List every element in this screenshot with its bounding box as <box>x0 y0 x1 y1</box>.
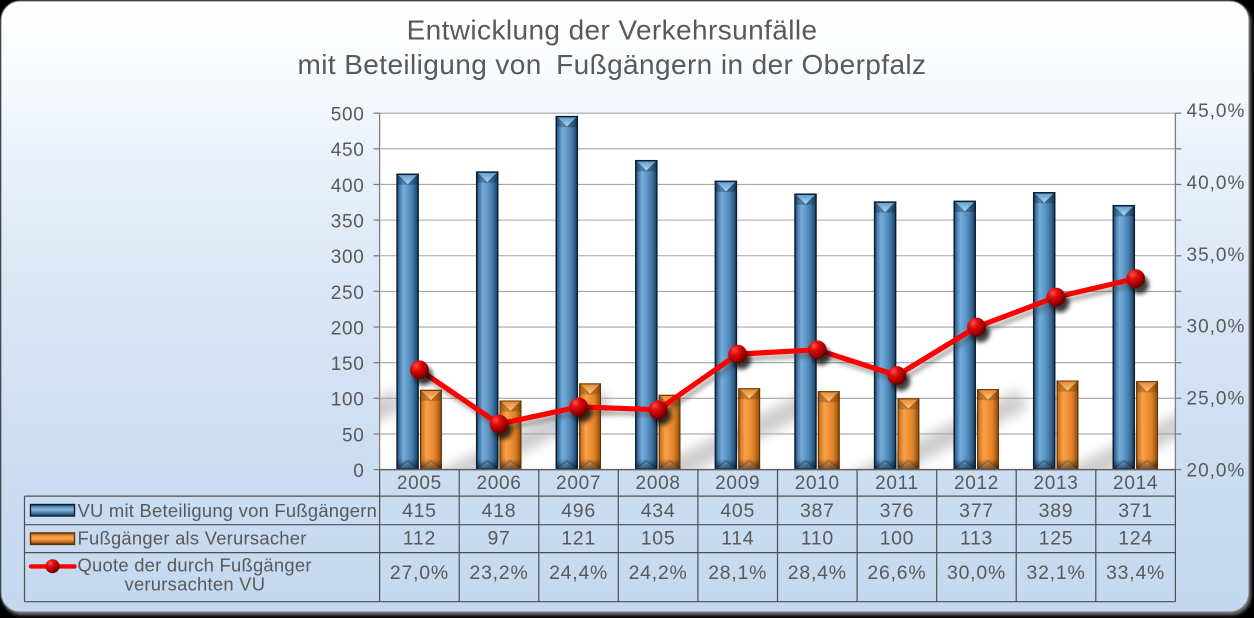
svg-text:377: 377 <box>959 500 994 522</box>
svg-text:20,0%: 20,0% <box>1187 461 1246 482</box>
svg-text:Fußgänger als Verursacher: Fußgänger als Verursacher <box>78 528 307 549</box>
svg-text:496: 496 <box>561 500 596 522</box>
svg-text:40,0%: 40,0% <box>1187 173 1246 194</box>
svg-text:24,2%: 24,2% <box>629 562 688 584</box>
svg-text:105: 105 <box>641 527 676 549</box>
svg-text:Entwicklung der Verkehrsunfäll: Entwicklung der Verkehrsunfälle <box>407 15 818 46</box>
svg-text:400: 400 <box>331 176 365 197</box>
svg-text:113: 113 <box>960 527 993 549</box>
svg-text:405: 405 <box>720 500 755 522</box>
svg-text:2013: 2013 <box>1033 473 1078 494</box>
svg-text:2005: 2005 <box>397 473 442 494</box>
svg-text:verursachten VU: verursachten VU <box>125 574 266 595</box>
svg-text:150: 150 <box>331 354 365 375</box>
svg-text:434: 434 <box>641 500 676 522</box>
svg-text:2007: 2007 <box>556 473 601 494</box>
svg-text:26,6%: 26,6% <box>867 562 926 584</box>
svg-text:300: 300 <box>331 247 365 268</box>
svg-text:2006: 2006 <box>476 473 521 494</box>
svg-text:121: 121 <box>561 527 596 549</box>
svg-text:30,0%: 30,0% <box>947 562 1006 584</box>
svg-text:125: 125 <box>1039 527 1074 549</box>
svg-text:2012: 2012 <box>954 473 999 494</box>
svg-text:389: 389 <box>1039 500 1074 522</box>
svg-text:2010: 2010 <box>795 473 840 494</box>
svg-text:2011: 2011 <box>875 473 919 494</box>
svg-text:30,0%: 30,0% <box>1187 317 1246 338</box>
svg-text:mit Beteiligung von Fußgängern: mit Beteiligung von Fußgängern in der Ob… <box>298 49 927 80</box>
svg-text:415: 415 <box>402 500 437 522</box>
svg-text:VU mit Beteiligung von Fußgäng: VU mit Beteiligung von Fußgängern <box>78 500 378 521</box>
svg-text:371: 371 <box>1118 500 1153 522</box>
svg-text:114: 114 <box>721 527 754 549</box>
svg-text:25,0%: 25,0% <box>1187 389 1246 410</box>
svg-text:350: 350 <box>331 212 365 233</box>
svg-text:23,2%: 23,2% <box>470 562 529 584</box>
svg-text:45,0%: 45,0% <box>1187 101 1246 122</box>
svg-text:418: 418 <box>482 500 517 522</box>
svg-text:32,1%: 32,1% <box>1027 562 1086 584</box>
svg-text:27,0%: 27,0% <box>390 562 449 584</box>
svg-text:33,4%: 33,4% <box>1106 562 1165 584</box>
svg-text:100: 100 <box>331 390 365 411</box>
svg-text:24,4%: 24,4% <box>549 562 608 584</box>
svg-text:110: 110 <box>801 527 834 549</box>
svg-text:112: 112 <box>403 527 436 549</box>
svg-text:450: 450 <box>331 140 365 161</box>
svg-text:200: 200 <box>331 318 365 339</box>
svg-text:35,0%: 35,0% <box>1187 245 1246 266</box>
svg-text:2009: 2009 <box>715 473 760 494</box>
svg-text:500: 500 <box>331 105 365 126</box>
svg-text:28,1%: 28,1% <box>708 562 767 584</box>
svg-text:250: 250 <box>331 283 365 304</box>
svg-text:387: 387 <box>800 500 835 522</box>
svg-text:0: 0 <box>353 461 364 482</box>
svg-text:97: 97 <box>487 527 510 549</box>
svg-text:124: 124 <box>1118 527 1153 549</box>
svg-text:376: 376 <box>880 500 915 522</box>
svg-text:2008: 2008 <box>636 473 681 494</box>
svg-text:Quote der durch Fußgänger: Quote der durch Fußgänger <box>78 555 312 576</box>
svg-text:50: 50 <box>342 425 365 446</box>
svg-text:28,4%: 28,4% <box>788 562 847 584</box>
svg-text:100: 100 <box>880 527 915 549</box>
svg-text:2014: 2014 <box>1113 473 1158 494</box>
